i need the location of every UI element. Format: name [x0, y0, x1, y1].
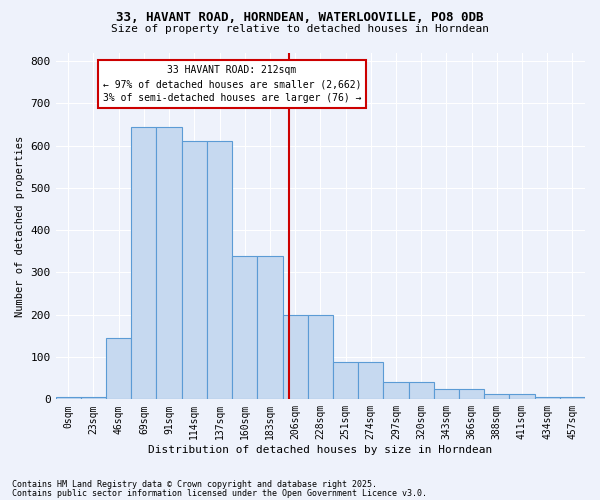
Bar — [509, 394, 535, 400]
Bar — [182, 142, 207, 400]
Bar — [434, 389, 459, 400]
Text: Contains public sector information licensed under the Open Government Licence v3: Contains public sector information licen… — [12, 488, 427, 498]
Bar — [283, 314, 308, 400]
Bar — [333, 362, 358, 400]
Bar — [157, 126, 182, 400]
Bar — [560, 397, 585, 400]
Text: Contains HM Land Registry data © Crown copyright and database right 2025.: Contains HM Land Registry data © Crown c… — [12, 480, 377, 489]
Bar — [257, 256, 283, 400]
Bar — [308, 314, 333, 400]
X-axis label: Distribution of detached houses by size in Horndean: Distribution of detached houses by size … — [148, 445, 493, 455]
Bar — [131, 126, 157, 400]
Bar — [383, 382, 409, 400]
Bar — [232, 256, 257, 400]
Text: Size of property relative to detached houses in Horndean: Size of property relative to detached ho… — [111, 24, 489, 34]
Bar — [484, 394, 509, 400]
Bar — [459, 389, 484, 400]
Bar — [535, 397, 560, 400]
Bar — [56, 397, 81, 400]
Bar — [358, 362, 383, 400]
Text: 33, HAVANT ROAD, HORNDEAN, WATERLOOVILLE, PO8 0DB: 33, HAVANT ROAD, HORNDEAN, WATERLOOVILLE… — [116, 11, 484, 24]
Text: 33 HAVANT ROAD: 212sqm
← 97% of detached houses are smaller (2,662)
3% of semi-d: 33 HAVANT ROAD: 212sqm ← 97% of detached… — [103, 65, 361, 103]
Y-axis label: Number of detached properties: Number of detached properties — [15, 136, 25, 316]
Bar — [106, 338, 131, 400]
Bar — [409, 382, 434, 400]
Bar — [207, 142, 232, 400]
Bar — [81, 397, 106, 400]
